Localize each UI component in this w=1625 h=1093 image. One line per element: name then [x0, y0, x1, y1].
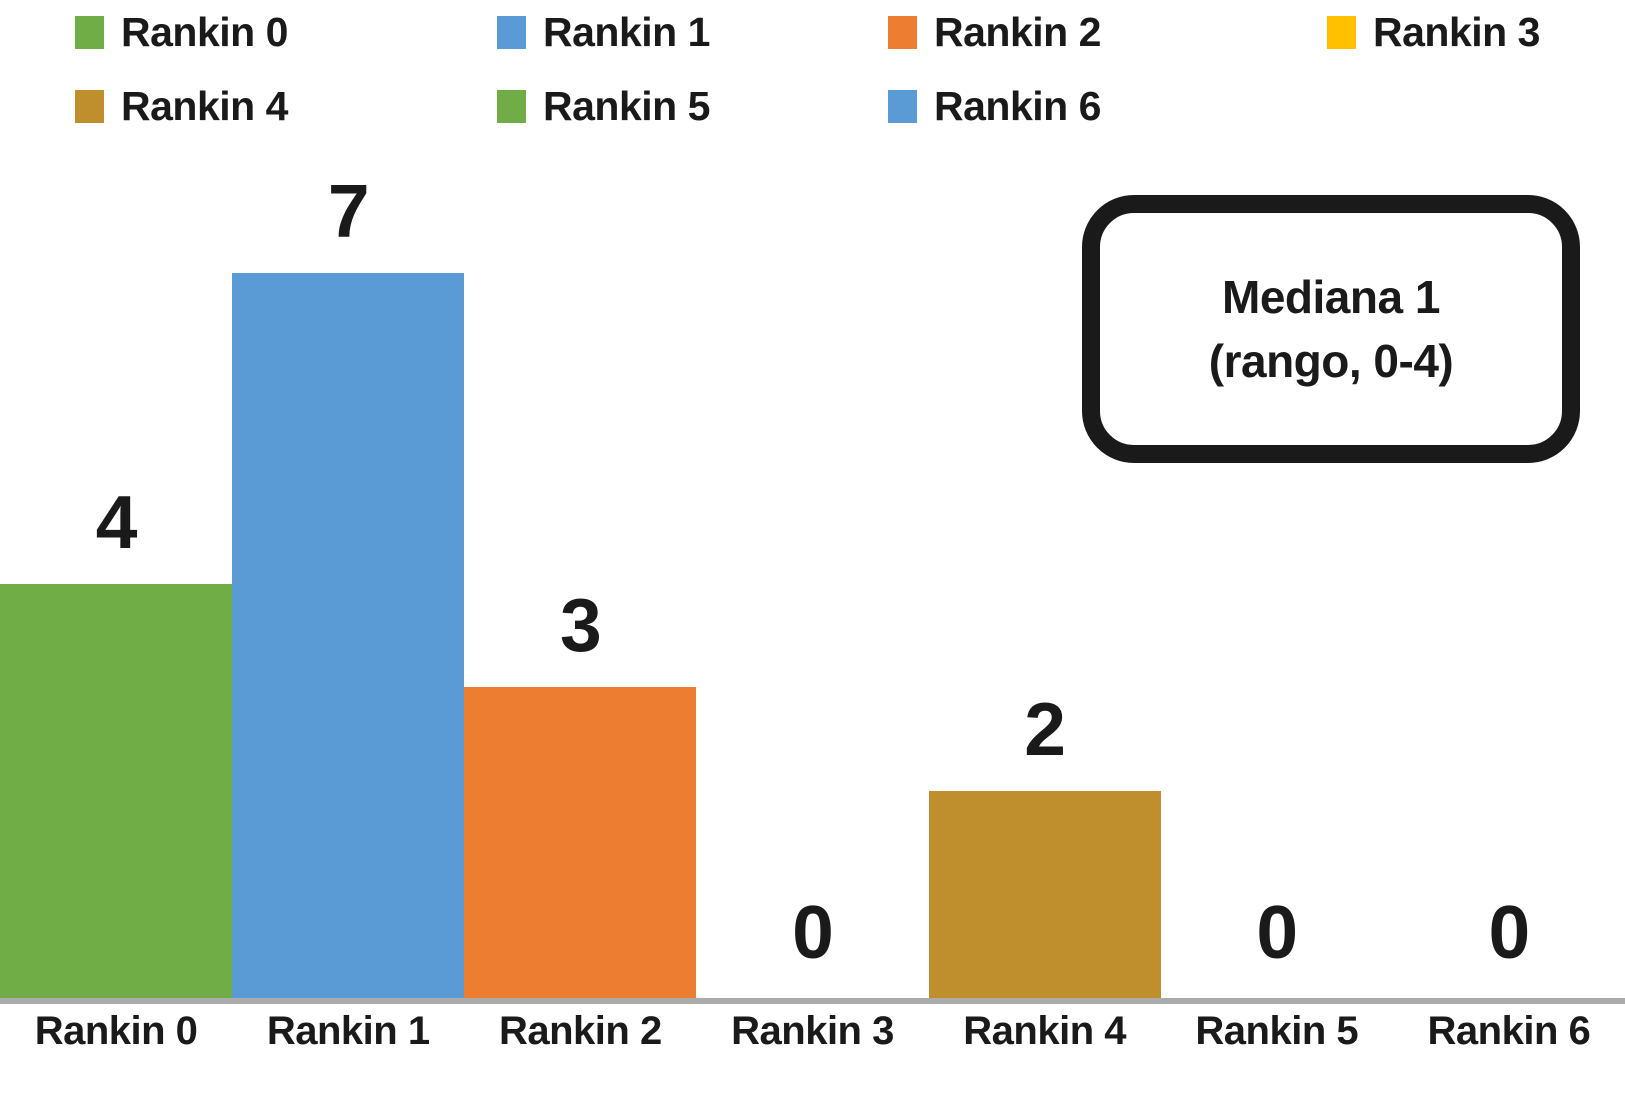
legend-item: Rankin 5: [497, 82, 710, 130]
legend-label: Rankin 6: [934, 82, 1101, 129]
legend-swatch: [75, 15, 104, 49]
x-axis-label: Rankin 0: [34, 1009, 198, 1053]
legend-label: Rankin 2: [934, 8, 1101, 55]
category-cell: 7: [232, 168, 465, 998]
median-annotation-box: Mediana 1 (rango, 0-4): [1082, 195, 1580, 463]
legend-item: Rankin 4: [75, 82, 288, 130]
legend-item: Rankin 6: [888, 82, 1101, 130]
bar-value-label: 2: [1024, 686, 1066, 771]
x-axis-labels: Rankin 0 Rankin 1 Rankin 2 Rankin 3 Rankin 4…: [0, 1000, 1625, 1070]
legend-swatch: [497, 89, 526, 123]
legend-label: Rankin 5: [543, 82, 710, 129]
legend-swatch: [888, 89, 917, 123]
legend-item: Rankin 3: [1327, 8, 1540, 56]
legend-swatch: [1327, 15, 1356, 49]
bar-value-label: 4: [95, 479, 138, 564]
x-axis-label: Rankin 3: [731, 1009, 894, 1053]
legend-swatch: [497, 15, 526, 49]
bar-value-label: 0: [792, 890, 834, 974]
legend-label: Rankin 3: [1373, 8, 1540, 55]
chart-legend: Rankin 0 Rankin 1 Rankin 2 Rankin 3 Rankin 4…: [0, 0, 1625, 150]
legend-label: Rankin 4: [121, 82, 288, 129]
legend-item: Rankin 0: [75, 8, 288, 56]
x-axis-line: [0, 998, 1625, 1004]
x-axis-label: Rankin 5: [1195, 1009, 1359, 1053]
category-cell: 3: [464, 583, 697, 998]
bar-value-label: 3: [559, 583, 602, 668]
bar: [928, 790, 1161, 998]
legend-label: Rankin 1: [543, 8, 710, 55]
legend-label: Rankin 0: [121, 8, 288, 55]
x-axis-label: Rankin 6: [1427, 1009, 1591, 1053]
legend-item: Rankin 2: [888, 8, 1101, 56]
legend-swatch: [888, 15, 917, 49]
x-axis-label: Rankin 2: [498, 1009, 662, 1053]
bar: [464, 687, 697, 998]
legend-item: Rankin 1: [497, 8, 710, 56]
bar-value-label: 0: [1488, 890, 1531, 974]
median-annotation-line1: Mediana 1: [1222, 270, 1440, 323]
x-axis-label: Rankin 1: [266, 1009, 430, 1053]
category-cell: 0: [1161, 895, 1393, 998]
x-axis-label: Rankin 4: [963, 1009, 1126, 1053]
bar: [0, 583, 233, 998]
median-annotation-line2: (rango, 0-4): [1208, 335, 1454, 387]
bar-value-label: 0: [1256, 890, 1298, 974]
category-cell: 0: [696, 895, 928, 998]
category-cell: 0: [1393, 895, 1625, 998]
category-cell: 2: [928, 686, 1161, 998]
legend-swatch: [75, 89, 104, 123]
category-cell: 4: [0, 479, 233, 998]
bar-value-label: 7: [327, 168, 370, 253]
bar: [232, 272, 465, 998]
